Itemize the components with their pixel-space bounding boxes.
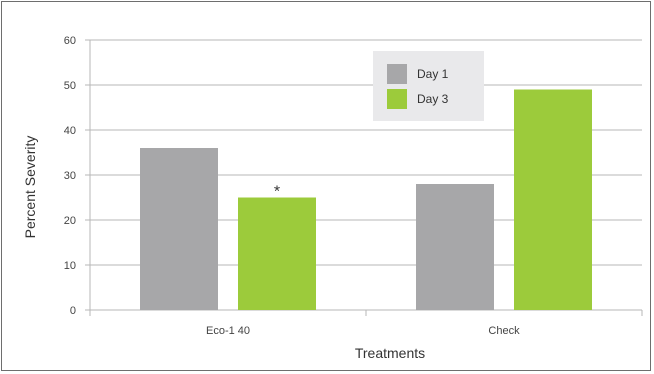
y-tick-label: 50 [64,80,76,92]
y-tick-label: 60 [64,35,76,47]
bar-day-3 [238,197,316,310]
y-tick-label: 40 [64,125,76,137]
legend-box [373,51,484,121]
y-tick-label: 20 [64,215,76,227]
legend: Day 1 Day 3 [373,51,484,121]
legend-label: Day 3 [417,92,449,106]
y-axis-title: Percent Severity [22,136,38,239]
x-axis-title: Treatments [355,345,425,361]
axes: 0 10 20 30 40 50 60 Eco-1 40 Check [64,35,643,337]
x-tick-label: Check [488,325,520,337]
legend-swatch [387,89,407,109]
bar-day-1 [140,148,218,310]
significance-marker: * [274,184,280,201]
bars: * [140,89,592,310]
legend-label: Day 1 [417,67,449,81]
y-tick-label: 30 [64,170,76,182]
y-tick-label: 0 [70,305,76,317]
bar-day-1 [416,184,494,310]
y-tick-label: 10 [64,260,76,272]
legend-swatch [387,64,407,84]
bar-day-3 [514,89,592,310]
x-tick-label: Eco-1 40 [206,325,250,337]
